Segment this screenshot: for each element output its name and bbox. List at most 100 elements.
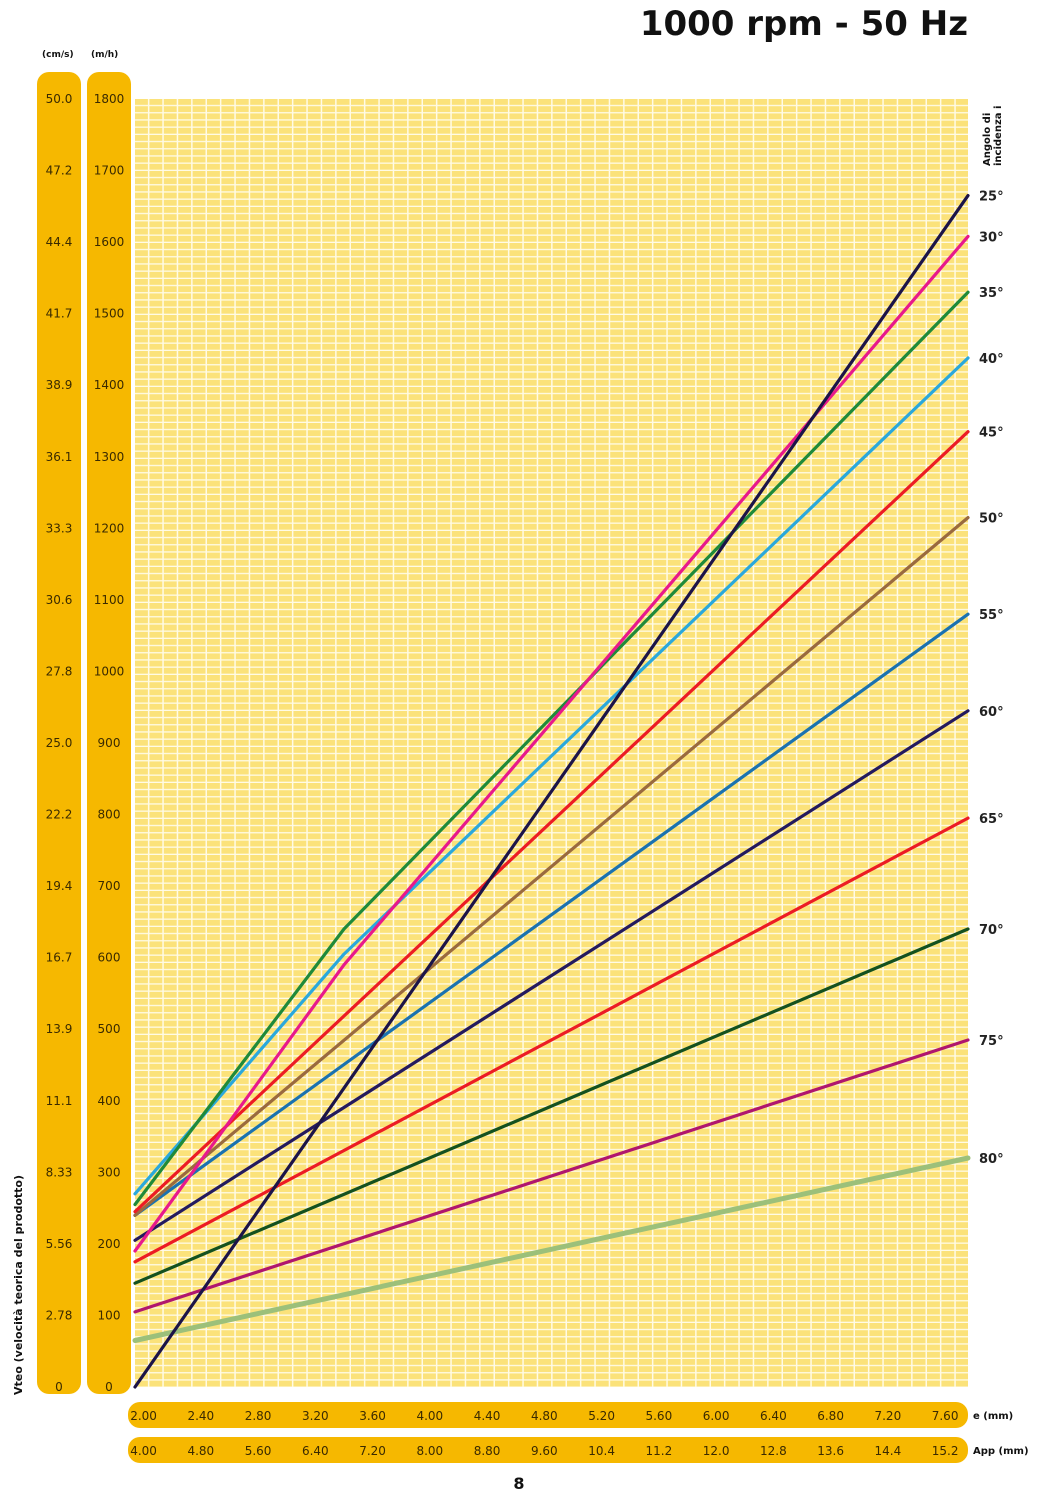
y-tick-label-mh: 1000 <box>94 664 125 678</box>
x-tick-label-secondary: 11.2 <box>645 1444 672 1458</box>
y-tick-label-cms: 22.2 <box>46 808 73 822</box>
series-line-70deg <box>133 927 970 1285</box>
x-tick-label-secondary: 13.6 <box>817 1444 844 1458</box>
x-axis-secondary-bar <box>128 1437 968 1463</box>
y-tick-label-cms: 30.6 <box>46 593 73 607</box>
x-tick-label-secondary: 10.4 <box>588 1444 615 1458</box>
x-tick-label-primary: 5.20 <box>588 1409 615 1423</box>
x-tick-label-secondary: 14.4 <box>874 1444 901 1458</box>
series-lines <box>132 194 971 1389</box>
y-tick-labels-cms: 0 2.78 5.56 8.33 11.1 13.9 16.7 19.4 22.2 25.0 27.… <box>46 92 73 1394</box>
y-tick-label-mh: 300 <box>98 1165 121 1179</box>
angle-label: 50° <box>979 512 1004 527</box>
y-tick-label-mh: 900 <box>98 736 121 750</box>
chart-title: 1000 rpm - 50 Hz <box>639 4 968 44</box>
angle-label: 45° <box>979 426 1004 441</box>
y-tick-labels-mh: 0 100 200 300 400 500 600 700 800 900 1000 1100 1200… <box>94 92 125 1394</box>
plot-grid <box>135 99 968 1387</box>
x-tick-label-secondary: 12.8 <box>760 1444 787 1458</box>
y-tick-label-cms: 0 <box>55 1380 63 1394</box>
series-line-75deg <box>133 1038 970 1314</box>
angle-label: 35° <box>979 286 1004 301</box>
x-tick-label-primary: 4.80 <box>531 1409 558 1423</box>
angle-header: Angolo diincidenza i <box>982 106 1004 166</box>
x-tick-label-secondary: 4.00 <box>130 1444 157 1458</box>
y-tick-label-cms: 19.4 <box>46 879 73 893</box>
y-tick-label-cms: 5.56 <box>46 1237 73 1251</box>
x-axis-secondary-label: App (mm) <box>973 1446 1029 1457</box>
angle-labels: 25° 30° 35° 40° 45° 50° 55° 60° 65° 70° 75° 80° <box>979 190 1004 1167</box>
y-tick-label-cms: 8.33 <box>46 1165 73 1179</box>
y-tick-label-cms: 11.1 <box>46 1094 73 1108</box>
x-axis-primary-label: e (mm) <box>973 1411 1013 1422</box>
x-tick-label-primary: 6.00 <box>703 1409 730 1423</box>
y-axis-cms-bar <box>37 72 81 1394</box>
y-unit-mh-label: (m/h) <box>91 50 119 60</box>
y-tick-label-mh: 1400 <box>94 378 125 392</box>
x-tick-label-primary: 7.60 <box>932 1409 959 1423</box>
y-tick-label-mh: 1800 <box>94 92 125 106</box>
x-tick-label-secondary: 8.80 <box>474 1444 501 1458</box>
y-tick-label-mh: 1300 <box>94 450 125 464</box>
y-tick-label-cms: 38.9 <box>46 378 73 392</box>
angle-label: 65° <box>979 812 1004 827</box>
y-tick-label-cms: 47.2 <box>46 164 73 178</box>
series-line-30deg <box>133 234 970 1253</box>
y-tick-label-mh: 1700 <box>94 164 125 178</box>
y-tick-label-mh: 1500 <box>94 307 125 321</box>
angle-label: 60° <box>979 705 1004 720</box>
x-tick-label-primary: 3.60 <box>359 1409 386 1423</box>
angle-label: 70° <box>979 923 1004 938</box>
angle-label: 25° <box>979 190 1004 205</box>
y-tick-label-cms: 16.7 <box>46 951 73 965</box>
y-tick-label-mh: 100 <box>98 1308 121 1322</box>
angle-label: 40° <box>979 352 1004 367</box>
y-tick-label-cms: 2.78 <box>46 1308 73 1322</box>
x-tick-label-primary: 2.80 <box>245 1409 272 1423</box>
x-tick-label-secondary: 5.60 <box>245 1444 272 1458</box>
y-tick-label-mh: 0 <box>105 1380 113 1394</box>
y-tick-label-mh: 1200 <box>94 521 125 535</box>
y-tick-label-cms: 25.0 <box>46 736 73 750</box>
x-tick-labels: 2.00 2.40 2.80 3.20 3.60 4.00 4.40 4.80 5.20 5.60… <box>130 1409 958 1458</box>
x-tick-label-secondary: 15.2 <box>932 1444 959 1458</box>
y-tick-label-cms: 27.8 <box>46 664 73 678</box>
series-line-55deg <box>133 612 970 1217</box>
y-tick-label-cms: 44.4 <box>46 235 73 249</box>
x-tick-label-primary: 3.20 <box>302 1409 329 1423</box>
angle-label: 80° <box>979 1152 1004 1167</box>
y-tick-label-mh: 600 <box>98 951 121 965</box>
angle-label: 55° <box>979 608 1004 623</box>
x-axis-primary-bar <box>128 1402 968 1428</box>
y-tick-label-cms: 50.0 <box>46 92 73 106</box>
series-line-45deg <box>133 430 970 1214</box>
series-line-50deg <box>133 515 970 1217</box>
y-tick-label-cms: 13.9 <box>46 1022 73 1036</box>
series-line-80deg <box>132 1155 971 1343</box>
series-line-25deg <box>133 194 970 1389</box>
page-number: 8 <box>513 1474 525 1493</box>
x-tick-label-primary: 2.00 <box>130 1409 157 1423</box>
series-line-60deg <box>133 709 970 1242</box>
y-tick-label-cms: 33.3 <box>46 521 73 535</box>
y-tick-label-mh: 700 <box>98 879 121 893</box>
y-unit-cms-label: (cm/s) <box>42 50 74 60</box>
y-tick-label-mh: 200 <box>98 1237 121 1251</box>
x-tick-label-secondary: 12.0 <box>703 1444 730 1458</box>
x-tick-label-primary: 5.60 <box>645 1409 672 1423</box>
x-tick-label-primary: 6.80 <box>817 1409 844 1423</box>
x-tick-label-primary: 4.00 <box>416 1409 443 1423</box>
y-tick-label-mh: 1100 <box>94 593 125 607</box>
x-tick-label-secondary: 4.80 <box>187 1444 214 1458</box>
x-tick-label-primary: 7.20 <box>874 1409 901 1423</box>
y-tick-label-mh: 400 <box>98 1094 121 1108</box>
y-tick-label-cms: 41.7 <box>46 307 73 321</box>
series-line-35deg <box>133 290 970 1207</box>
x-tick-label-secondary: 6.40 <box>302 1444 329 1458</box>
y-tick-label-mh: 1600 <box>94 235 125 249</box>
x-tick-label-primary: 4.40 <box>474 1409 501 1423</box>
x-tick-label-secondary: 7.20 <box>359 1444 386 1458</box>
x-tick-label-secondary: 9.60 <box>531 1444 558 1458</box>
x-tick-label-primary: 2.40 <box>187 1409 214 1423</box>
